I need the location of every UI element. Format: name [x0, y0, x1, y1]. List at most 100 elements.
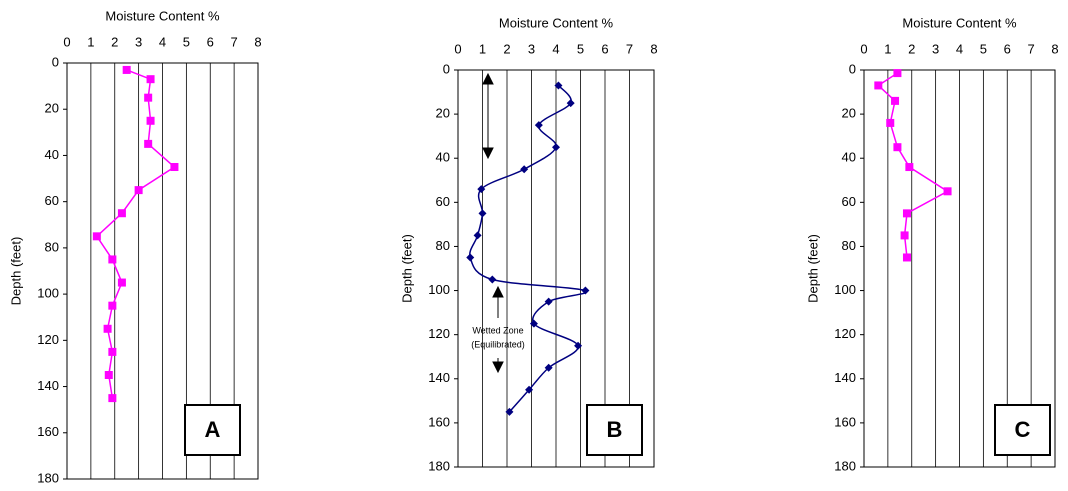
- y-tick-label: 160: [428, 414, 450, 429]
- x-tick-label: 5: [183, 34, 190, 49]
- point: [902, 253, 911, 262]
- y-tick-label: 40: [436, 150, 450, 165]
- point: [520, 165, 529, 174]
- point: [478, 209, 487, 218]
- point: [905, 163, 914, 172]
- point: [874, 81, 883, 90]
- point: [117, 278, 126, 287]
- point: [893, 143, 902, 152]
- y-tick-label: 100: [834, 282, 856, 297]
- point: [552, 143, 560, 152]
- panel: Moisture Content %Depth (feet)0 1 2 3 4 5 6 7 80…: [805, 15, 1058, 473]
- y-tick-label: 40: [842, 150, 856, 165]
- point: [108, 347, 117, 356]
- annotation-arrows: [482, 72, 504, 374]
- y-tick-label: 120: [834, 326, 856, 341]
- point: [544, 363, 553, 372]
- series-line: [877, 72, 950, 258]
- panel-label-box: [994, 404, 1051, 456]
- panel: Moisture Content %Depth (feet)0 1 2 3 4 5 6 7 80…: [399, 15, 657, 473]
- x-tick-label: 8: [1051, 41, 1058, 56]
- x-tick-label: 1: [479, 41, 486, 56]
- chart-title: Moisture Content %: [499, 15, 614, 30]
- chart-title: Moisture Content %: [902, 15, 1017, 30]
- point: [134, 186, 143, 195]
- panel-label: B: [607, 417, 623, 442]
- y-tick-label: 140: [428, 370, 450, 385]
- x-tick-label: 1: [884, 41, 891, 56]
- point: [566, 99, 575, 108]
- x-tick-label: 6: [601, 41, 608, 56]
- point: [144, 139, 153, 148]
- point: [117, 209, 126, 218]
- panel-label-box: [586, 404, 643, 456]
- x-tick-label: 4: [956, 41, 963, 56]
- y-tick-label: 160: [37, 424, 59, 439]
- x-tick-label: 3: [932, 41, 939, 56]
- x-tick-label: 5: [577, 41, 584, 56]
- x-tick-label: 7: [231, 34, 238, 49]
- y-tick-label: 20: [45, 101, 59, 116]
- point: [886, 118, 895, 127]
- plot-frame: [66, 62, 259, 480]
- x-tick-label: 7: [1028, 41, 1035, 56]
- point: [473, 231, 482, 240]
- point: [554, 81, 563, 90]
- y-tick-label: 180: [37, 470, 59, 485]
- point: [170, 163, 179, 171]
- x-tick-label: 2: [111, 34, 118, 49]
- annotation: Wetted Zone: [472, 325, 523, 335]
- point: [103, 324, 112, 333]
- point: [525, 385, 534, 394]
- panel-label: A: [205, 417, 221, 442]
- point: [529, 319, 538, 328]
- y-tick-label: 0: [443, 61, 450, 76]
- point: [144, 93, 153, 102]
- annotation: (Equilibrated): [471, 339, 525, 349]
- y-tick-label: 20: [842, 106, 856, 121]
- point: [505, 407, 514, 416]
- point: [574, 341, 583, 350]
- point: [146, 75, 155, 84]
- point: [108, 255, 117, 264]
- point: [466, 253, 475, 262]
- point: [477, 185, 486, 194]
- point: [122, 65, 131, 74]
- y-tick-label: 60: [436, 194, 450, 209]
- point: [92, 232, 101, 241]
- chart-title: Moisture Content %: [105, 8, 220, 23]
- x-tick-label: 2: [503, 41, 510, 56]
- y-tick-label: 40: [45, 147, 59, 162]
- y-tick-label: 0: [52, 54, 59, 69]
- point: [902, 209, 911, 218]
- y-tick-label: 0: [849, 61, 856, 76]
- x-tick-label: 8: [254, 34, 261, 49]
- point: [544, 297, 553, 306]
- y-tick-label: 180: [428, 458, 450, 473]
- point: [893, 69, 902, 78]
- y-axis-label: Depth (feet): [805, 234, 820, 303]
- y-tick-label: 120: [37, 332, 59, 347]
- x-tick-label: 0: [860, 41, 867, 56]
- x-tick-label: 7: [626, 41, 633, 56]
- y-axis-label: Depth (feet): [399, 234, 414, 303]
- panel-label-box: [184, 404, 241, 456]
- series-line: [469, 84, 588, 413]
- y-tick-label: 140: [834, 370, 856, 385]
- y-tick-label: 80: [436, 238, 450, 253]
- point: [146, 116, 155, 125]
- series-line: [95, 69, 176, 399]
- panel: Moisture Content %Depth (feet)0 1 2 3 4 5 6 7 80…: [8, 8, 261, 485]
- y-tick-label: 80: [45, 239, 59, 254]
- y-tick-label: 100: [428, 282, 450, 297]
- y-tick-label: 180: [834, 458, 856, 473]
- point: [900, 231, 909, 240]
- y-tick-label: 120: [428, 326, 450, 341]
- x-tick-label: 6: [1004, 41, 1011, 56]
- panel-label: C: [1015, 417, 1031, 442]
- x-tick-label: 2: [908, 41, 915, 56]
- point: [534, 121, 543, 130]
- x-tick-label: 4: [159, 34, 166, 49]
- x-tick-label: 6: [207, 34, 214, 49]
